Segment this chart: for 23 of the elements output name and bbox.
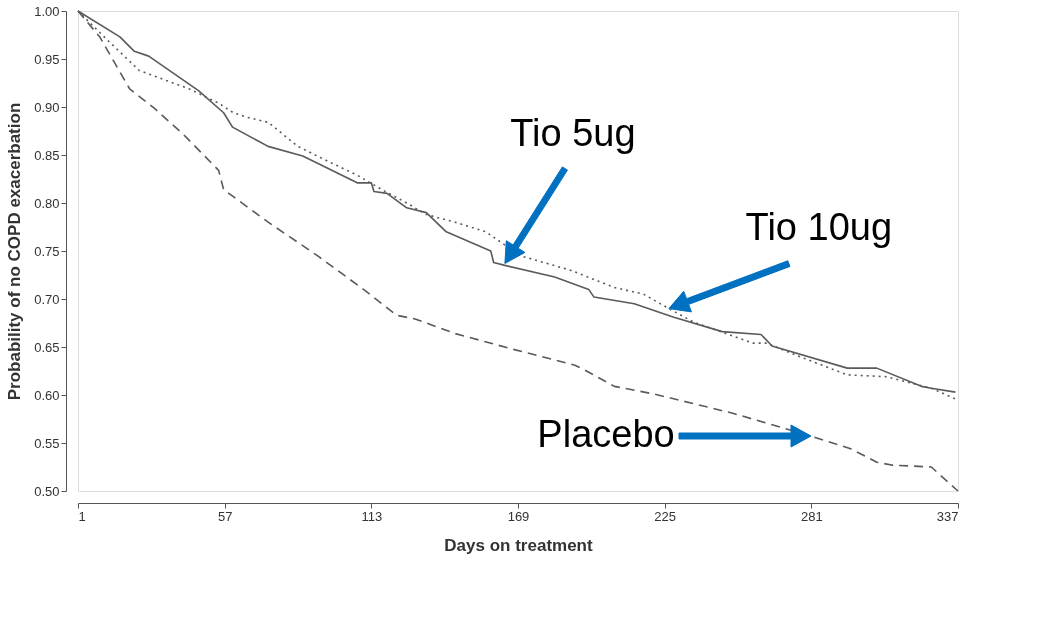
y-axis-title: Probability of no COPD exacerbation bbox=[5, 102, 25, 401]
x-tick-label: 57 bbox=[217, 508, 233, 524]
x-tick-label: 225 bbox=[654, 508, 677, 524]
y-tick-label: 0.70 bbox=[34, 291, 60, 307]
y-tick-label: 0.85 bbox=[34, 147, 60, 163]
y-tick-label: 1.00 bbox=[34, 3, 60, 19]
y-tick-label: 0.60 bbox=[34, 387, 60, 403]
x-tick-label: 169 bbox=[507, 508, 530, 524]
x-tick-label: 113 bbox=[361, 508, 383, 524]
annotation: Tio 10ug bbox=[745, 205, 893, 248]
y-tick-label: 0.80 bbox=[34, 195, 60, 211]
x-tick-label: 281 bbox=[800, 508, 823, 524]
annotation: Tio 5ug bbox=[510, 112, 636, 155]
y-tick-label: 0.65 bbox=[34, 339, 60, 355]
x-axis-title: Days on treatment bbox=[444, 535, 593, 555]
annotation: Placebo bbox=[537, 413, 675, 455]
y-tick-label: 0.50 bbox=[34, 483, 60, 499]
y-tick-label: 0.90 bbox=[34, 99, 60, 115]
y-tick-label: 0.95 bbox=[34, 51, 60, 67]
x-tick-label: 1 bbox=[78, 508, 86, 524]
y-tick-label: 0.75 bbox=[34, 243, 60, 259]
y-tick-label: 0.55 bbox=[34, 435, 60, 451]
x-tick-label: 337 bbox=[936, 508, 959, 524]
